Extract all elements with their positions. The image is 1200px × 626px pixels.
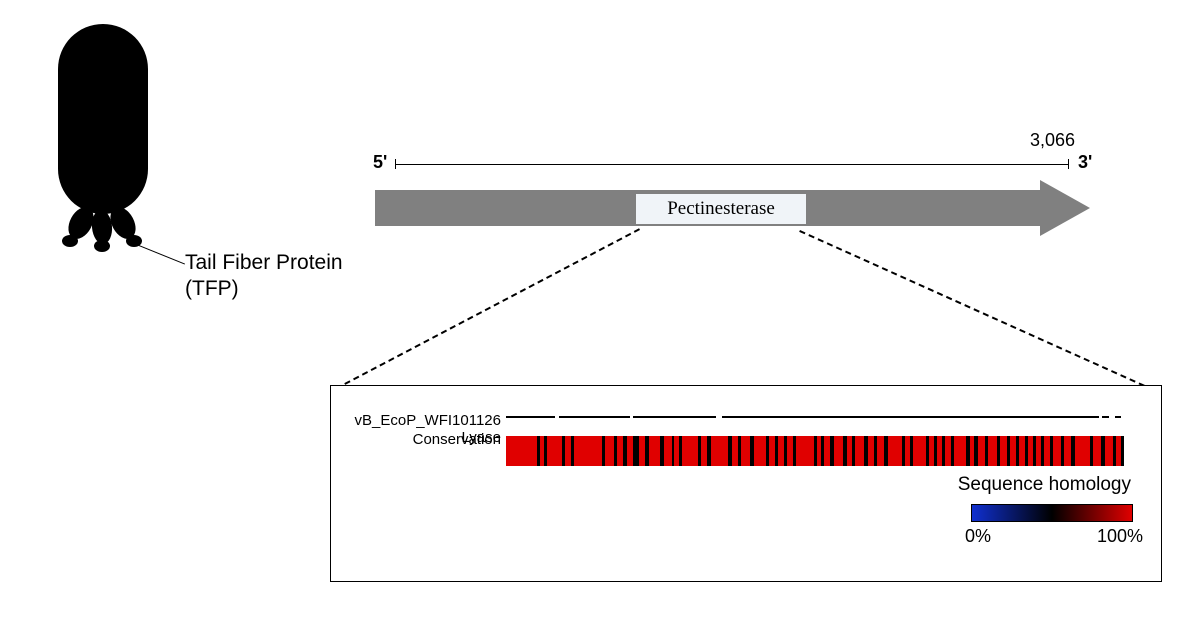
conservation-bar <box>954 436 966 466</box>
conservation-bar <box>847 436 852 466</box>
conservation-bar <box>540 436 544 466</box>
zoom-dash-left <box>344 228 640 385</box>
phage-fiber-tip <box>94 240 110 252</box>
lyase-segment <box>559 416 630 418</box>
tfp-label-line2: (TFP) <box>185 277 239 300</box>
lyase-segment <box>633 416 716 418</box>
conservation-bar <box>565 436 571 466</box>
conservation-bar <box>506 436 537 466</box>
tfp-label-line1: Tail Fiber Protein <box>185 251 343 274</box>
conservation-bar <box>1028 436 1032 466</box>
gene-length-label: 3,066 <box>1030 130 1075 151</box>
phage-fiber-tip <box>62 235 78 247</box>
conservation-bar <box>754 436 765 466</box>
legend-title: Sequence homology <box>958 474 1131 496</box>
ruler-tick-right <box>1068 159 1069 169</box>
conservation-panel: vB_EcoP_WFI101126 Lyase Conservation Seq… <box>330 385 1162 582</box>
conservation-bar <box>778 436 784 466</box>
conservation-bar <box>1093 436 1100 466</box>
conservation-bar <box>796 436 813 466</box>
conservation-bar <box>711 436 728 466</box>
conservation-bar <box>617 436 623 466</box>
phage-capsid <box>58 24 148 214</box>
conservation-bar <box>905 436 910 466</box>
conservation-bar <box>868 436 874 466</box>
pectinesterase-domain-box: Pectinesterase <box>635 193 807 225</box>
conservation-bar <box>674 436 679 466</box>
conservation-bar <box>937 436 942 466</box>
conservation-track <box>506 436 1124 466</box>
conservation-bar <box>1075 436 1090 466</box>
conservation-bar <box>732 436 738 466</box>
conservation-bar <box>1064 436 1071 466</box>
conservation-bar <box>1116 436 1121 466</box>
conservation-bar <box>574 436 602 466</box>
lyase-segment <box>506 416 555 418</box>
homology-gradient <box>971 504 1133 522</box>
conservation-bar <box>1044 436 1050 466</box>
figure-canvas: Tail Fiber Protein (TFP) 5' 3' 3,066 Pec… <box>0 0 1200 626</box>
five-prime-label: 5' <box>373 152 387 173</box>
legend-100pct: 100% <box>1097 526 1143 547</box>
conservation-bar <box>855 436 864 466</box>
conservation-bar <box>913 436 927 466</box>
lyase-segment <box>1102 416 1108 418</box>
conservation-bar <box>769 436 775 466</box>
conservation-bar <box>787 436 793 466</box>
conservation-bar <box>1010 436 1016 466</box>
conservation-bar <box>649 436 660 466</box>
conservation-bar <box>877 436 884 466</box>
conservation-bar <box>627 436 633 466</box>
zoom-dash-right <box>799 230 1145 387</box>
domain-label: Pectinesterase <box>667 198 775 219</box>
conservation-bar <box>1036 436 1041 466</box>
conservation-bar <box>1053 436 1061 466</box>
conservation-bar <box>978 436 985 466</box>
conservation-bar <box>1019 436 1025 466</box>
conservation-bar <box>988 436 997 466</box>
gene-arrow-head <box>1040 180 1090 236</box>
lyase-track <box>506 413 1124 421</box>
three-prime-label: 3' <box>1078 152 1092 173</box>
conservation-bar <box>741 436 750 466</box>
conservation-bar <box>888 436 902 466</box>
conservation-bar <box>701 436 707 466</box>
conservation-bar <box>834 436 843 466</box>
conservation-track-label: Conservation <box>321 431 501 448</box>
conservation-bar <box>970 436 975 466</box>
conservation-bar <box>1000 436 1006 466</box>
conservation-bar <box>817 436 821 466</box>
conservation-bar <box>664 436 671 466</box>
conservation-bar <box>945 436 951 466</box>
conservation-bar <box>1105 436 1112 466</box>
conservation-bar <box>547 436 562 466</box>
lyase-segment <box>722 416 1099 418</box>
conservation-bar <box>824 436 830 466</box>
conservation-bar <box>639 436 645 466</box>
conservation-bar <box>929 436 933 466</box>
conservation-bar <box>682 436 697 466</box>
tfp-pointer-line <box>134 243 185 265</box>
tfp-label: Tail Fiber Protein (TFP) <box>185 250 343 303</box>
conservation-bar <box>605 436 614 466</box>
ruler-line <box>395 164 1068 165</box>
lyase-segment <box>1115 416 1121 418</box>
legend-0pct: 0% <box>965 526 991 547</box>
